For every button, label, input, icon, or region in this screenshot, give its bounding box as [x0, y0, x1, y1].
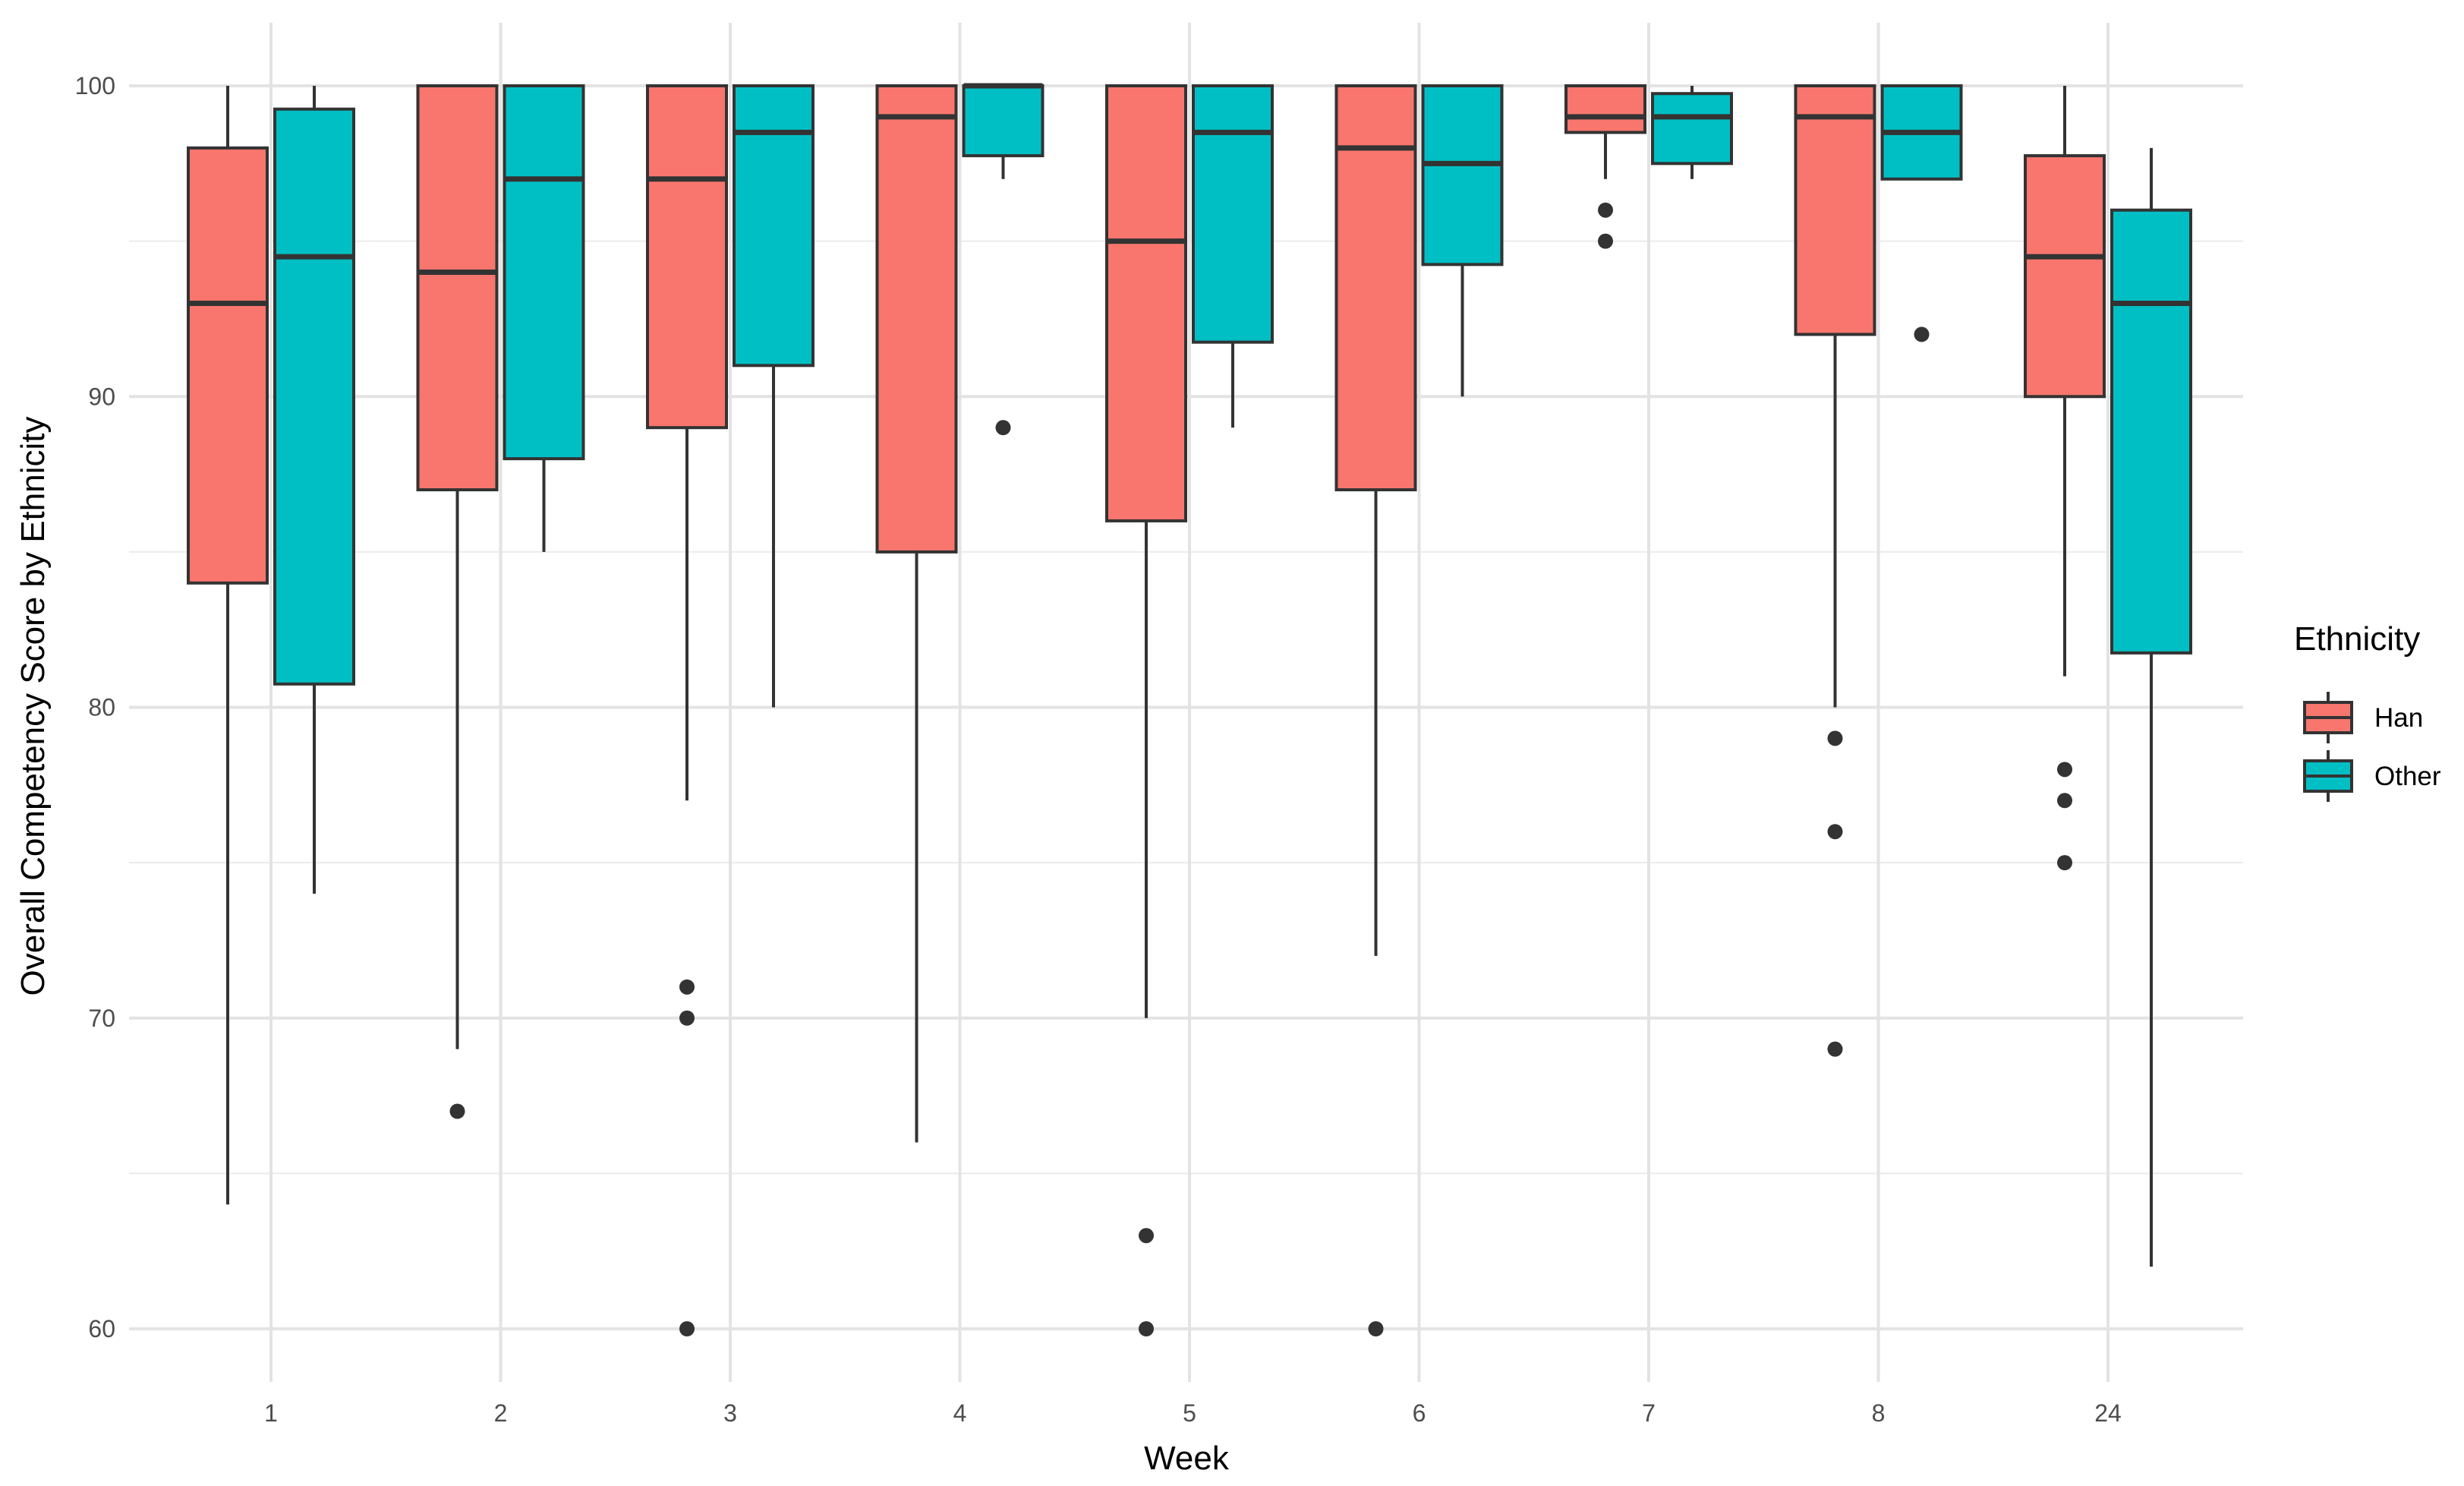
box-han-week-4 [875, 84, 958, 1143]
outlier-point [2057, 793, 2072, 809]
x-tick-label: 24 [2094, 1399, 2122, 1427]
outlier-point [1598, 233, 1613, 249]
box-iqr [1421, 84, 1504, 267]
box-han-week-7 [1564, 84, 1646, 249]
box-iqr [646, 84, 728, 430]
box-other-week-2 [503, 84, 585, 552]
legend-item-han: Han [2303, 692, 2423, 743]
x-axis-ticks: 1 2 3 4 5 6 7 8 24 [264, 1399, 2122, 1427]
legend-item-other: Other [2303, 750, 2441, 802]
outlier-point [1598, 202, 1613, 218]
x-tick-label: 1 [264, 1399, 278, 1427]
legend: Ethnicity Han Other [2294, 620, 2441, 802]
box-other-week-3 [733, 84, 815, 708]
box-other-week-7 [1651, 86, 1733, 179]
y-axis-title: Overall Competency Score by Ethnicity [14, 417, 52, 996]
x-tick-label: 2 [494, 1399, 508, 1427]
box-iqr [733, 84, 815, 368]
outlier-point [1139, 1228, 1154, 1244]
box-han-week-8 [1794, 84, 1876, 1057]
outlier-point [1827, 1041, 1843, 1057]
box-iqr [187, 146, 269, 585]
outlier-point [2057, 762, 2072, 778]
outlier-point [1914, 327, 1930, 342]
box-iqr [1105, 84, 1187, 522]
box-other-week-8 [1880, 84, 1963, 342]
y-tick-label: 60 [88, 1315, 115, 1342]
box-han-week-5 [1105, 84, 1187, 1336]
outlier-point [679, 1010, 695, 1026]
outlier-point [995, 420, 1011, 436]
legend-title: Ethnicity [2294, 620, 2420, 658]
x-tick-label: 8 [1872, 1399, 1886, 1427]
box-iqr [1651, 92, 1733, 166]
box-iqr [875, 84, 958, 554]
box-iqr [2110, 208, 2192, 655]
box-han-week-1 [187, 86, 269, 1205]
outlier-point [679, 979, 695, 995]
box-other-week-4 [962, 83, 1045, 436]
y-tick-label: 70 [88, 1005, 115, 1032]
box-other-week-1 [273, 86, 355, 894]
box-han-week-6 [1334, 84, 1417, 1336]
box-other-week-24 [2110, 147, 2192, 1267]
outlier-point [449, 1103, 465, 1119]
series-han [187, 84, 2106, 1336]
outlier-point [1827, 824, 1843, 840]
box-series [187, 83, 2192, 1336]
box-han-week-3 [646, 84, 728, 1336]
outlier-point [1827, 730, 1843, 746]
series-other [273, 83, 2192, 1267]
x-tick-label: 3 [723, 1399, 737, 1427]
box-iqr [273, 107, 355, 686]
x-tick-label: 7 [1642, 1399, 1656, 1427]
box-other-week-6 [1421, 84, 1504, 397]
box-iqr [503, 84, 585, 461]
box-iqr [416, 84, 499, 492]
y-tick-label: 80 [88, 694, 115, 721]
outlier-point [1368, 1321, 1384, 1336]
outlier-point [2057, 855, 2072, 871]
box-iqr [1564, 84, 1646, 134]
box-other-week-5 [1192, 84, 1274, 428]
grid-lines [129, 23, 2243, 1382]
legend-items: Han Other [2303, 692, 2441, 802]
box-han-week-2 [416, 84, 499, 1119]
y-tick-label: 90 [88, 383, 115, 410]
box-iqr [1192, 84, 1274, 344]
outlier-point [1139, 1321, 1154, 1336]
y-tick-label: 100 [75, 72, 115, 99]
legend-label: Other [2374, 762, 2441, 791]
box-iqr [962, 84, 1045, 158]
box-han-week-24 [2024, 86, 2106, 871]
x-tick-label: 6 [1413, 1399, 1426, 1427]
x-tick-label: 5 [1183, 1399, 1196, 1427]
x-axis-title: Week [1144, 1440, 1230, 1477]
box-iqr [1794, 84, 1876, 336]
legend-label: Han [2374, 703, 2423, 733]
outlier-point [679, 1321, 695, 1336]
box-iqr [2024, 154, 2106, 399]
y-axis-ticks: 60 70 80 90 100 [75, 72, 115, 1342]
x-tick-label: 4 [953, 1399, 967, 1427]
box-iqr [1334, 84, 1417, 492]
